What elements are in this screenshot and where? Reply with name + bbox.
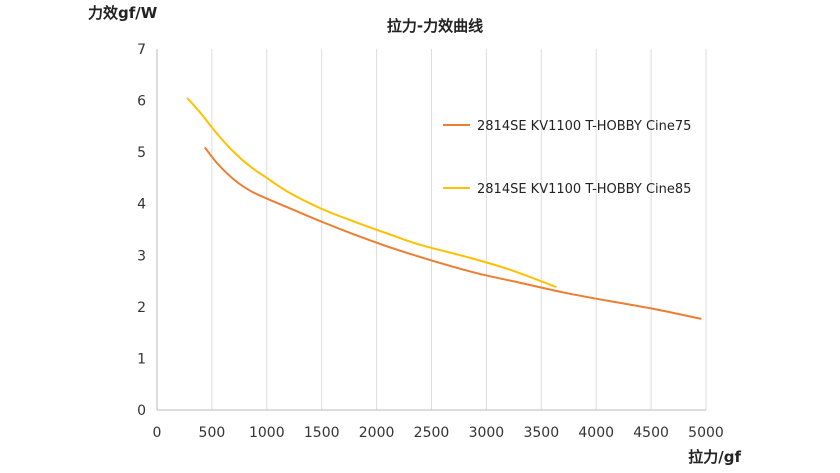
axes — [156, 49, 706, 411]
y-tick-label: 6 — [137, 94, 146, 110]
y-tick-label: 5 — [137, 145, 146, 161]
x-tick-label: 500 — [199, 425, 226, 441]
x-tick-label: 2000 — [359, 425, 395, 441]
chart-title: 拉力-力效曲线 — [387, 17, 483, 35]
y-tick-label: 7 — [137, 42, 146, 58]
series-line-2 — [186, 97, 557, 288]
x-tick-label: 0 — [153, 425, 162, 441]
y-tick-label: 3 — [137, 248, 146, 264]
x-tick-label: 4000 — [578, 425, 614, 441]
tick-labels: 0 500 1000 1500 2000 2500 3000 3500 4000 4500 5000… — [137, 42, 724, 441]
legend-label-2: 2814SE KV1100 T-HOBBY Cine85 — [477, 182, 691, 197]
legend-label-1: 2814SE KV1100 T-HOBBY Cine75 — [477, 119, 691, 134]
legend: 2814SE KV1100 T-HOBBY Cine75 2814SE KV110… — [443, 119, 691, 197]
y-axis-label: 力效gf/W — [88, 4, 158, 22]
series-line-1 — [204, 147, 702, 320]
x-tick-label: 5000 — [688, 425, 724, 441]
grid — [211, 49, 707, 410]
x-tick-label: 3000 — [469, 425, 505, 441]
y-tick-label: 1 — [137, 351, 146, 367]
x-tick-label: 4500 — [633, 425, 669, 441]
y-tick-label: 0 — [137, 403, 146, 419]
x-tick-label: 2500 — [414, 425, 450, 441]
series — [186, 97, 702, 320]
y-tick-label: 2 — [137, 300, 146, 316]
x-axis-label: 拉力/gf — [688, 448, 741, 466]
x-tick-label: 1500 — [304, 425, 340, 441]
y-tick-label: 4 — [137, 197, 146, 213]
x-tick-label: 1000 — [249, 425, 285, 441]
x-tick-label: 3500 — [523, 425, 559, 441]
